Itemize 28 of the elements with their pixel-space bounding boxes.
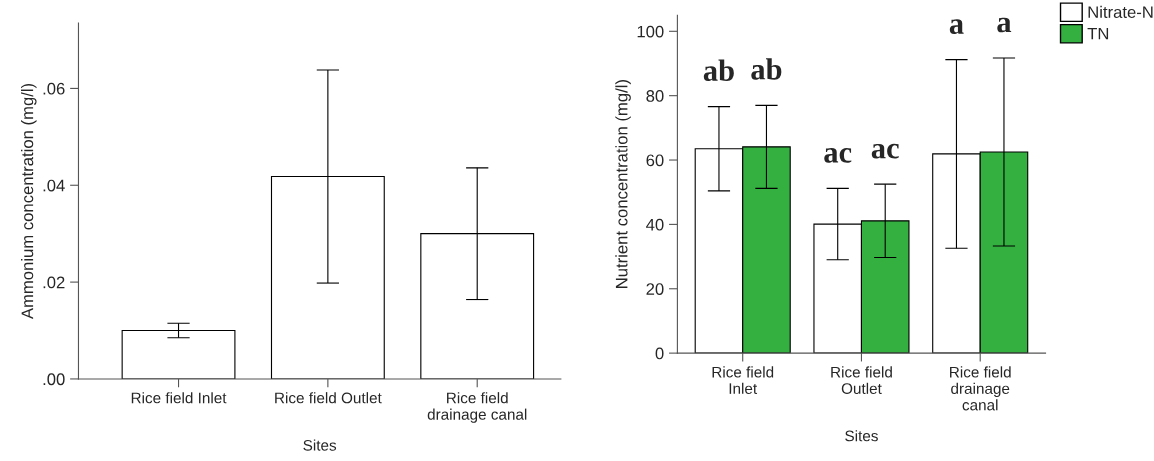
x-axis-title: Sites [303, 439, 337, 451]
annotation: ac [871, 143, 899, 159]
legend-label: Nitrate-N [1088, 5, 1153, 19]
y-tick-label: 0 [655, 347, 664, 360]
annotation: ac [824, 148, 852, 163]
legend-label: TN [1087, 27, 1109, 40]
y-tick-label: 100 [637, 25, 664, 38]
x-tick-label: Rice field Inlet [131, 392, 227, 404]
x-tick-label: Rice field Outlet [831, 366, 892, 394]
x-axis-title: Sites [845, 430, 878, 442]
y-tick-label: 40 [646, 218, 664, 231]
x-tick-label: Rice field Outlet [275, 392, 382, 404]
y-tick-label: .00 [43, 373, 65, 386]
x-tick-label: Rice field drainage canal [427, 392, 527, 423]
y-axis-title: Ammonium concentration (mg/l) [21, 83, 37, 320]
y-tick-label: 80 [646, 90, 664, 102]
y-tick-label: .04 [43, 179, 65, 192]
x-tick-label: Rice field drainage canal [950, 366, 1011, 411]
annotation: ab [751, 58, 782, 80]
y-axis-title: Nutrient concentration (mg/l) [615, 80, 631, 288]
x-tick-label: Rice field Inlet [712, 366, 774, 394]
y-tick-label: 60 [646, 154, 664, 167]
annotation: a [949, 19, 964, 34]
y-tick-label: 20 [646, 283, 664, 295]
annotation: ab [703, 59, 734, 81]
y-tick-label: .02 [43, 276, 65, 289]
annotation: a [997, 17, 1012, 33]
y-tick-label: .06 [43, 82, 65, 95]
